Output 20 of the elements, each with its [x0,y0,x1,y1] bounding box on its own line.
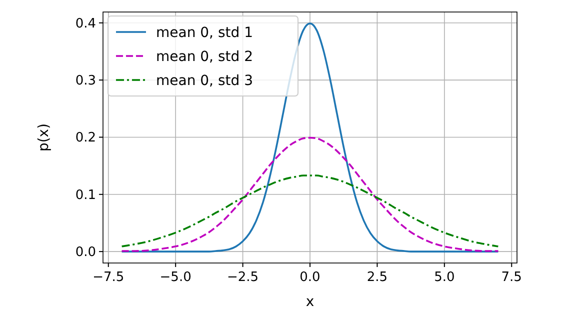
x-tick-label: 2.5 [366,270,388,285]
line-series [120,174,500,248]
y-tick-label: 0.4 [75,16,96,32]
y-axis-title: p(x) [36,123,52,152]
y-tick-label: 0.3 [75,74,96,89]
y-tick-label: 0.0 [75,245,96,260]
x-tick-label: 0.0 [300,270,320,285]
legend-label: mean 0, std 3 [156,73,253,89]
x-tick-label: 7.5 [501,270,522,285]
y-tick-label: 0.2 [75,130,96,146]
line-series [120,22,500,252]
legend-label: mean 0, std 1 [156,25,253,41]
x-tick-label: −5.0 [160,270,192,285]
x-tick-label: 5.0 [434,270,455,285]
x-tick-label: −2.5 [227,270,259,285]
y-tick-label: 0.1 [75,188,96,203]
x-axis-title: x [306,294,314,310]
x-tick-label: −7.5 [92,270,124,285]
legend-label: mean 0, std 2 [156,49,253,65]
line-series [120,136,500,252]
